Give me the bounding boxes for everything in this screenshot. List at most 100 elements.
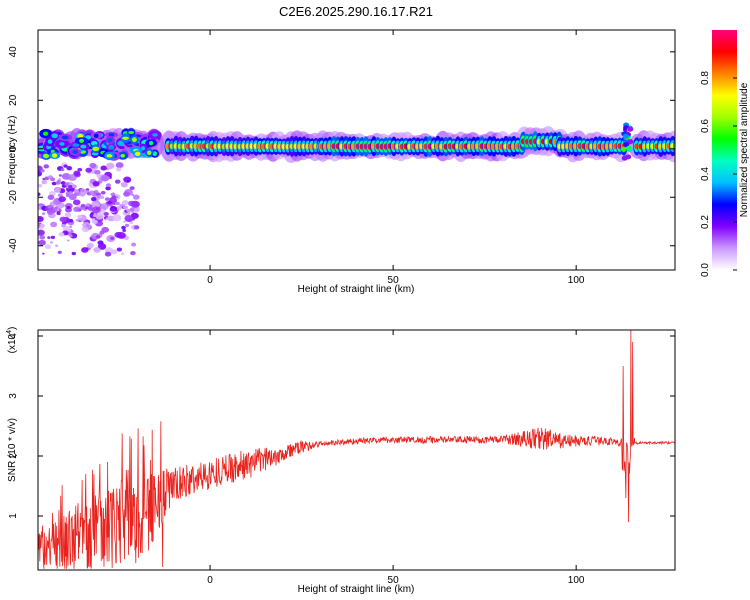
spectrogram-cell [103,211,109,217]
colorbar-tick-label: 0.2 [700,215,711,229]
spectrogram-cell [79,138,85,143]
spectrogram-cell [51,181,57,186]
spectrogram-cell [96,173,102,178]
spectrogram-cell [68,193,77,201]
spectrogram-cell [50,235,55,240]
spectrogram-cell [84,206,89,210]
spectrogram-cell [122,229,127,232]
spectrogram-cell [38,192,41,197]
spectrogram-cell [38,229,45,236]
spectrogram-panel: 0 50 100 -40 -20 0 20 40 Height of straight li… [7,29,676,295]
spectrogram-cell [116,247,123,252]
spectrogram-cell [85,135,92,140]
spectrogram-cell [52,207,58,212]
spectrogram-cell [38,184,43,188]
spectrogram-cell [89,162,97,169]
spectrogram-cell [114,179,121,184]
spectrogram-cell [55,181,61,185]
spectrogram-cell [110,249,118,255]
spectrogram-cell [64,207,73,213]
spectrogram-cell [68,191,74,195]
snr-y-multiplier: (x104) [6,327,18,354]
spectrogram-cell [111,195,117,199]
spectrogram-cell [50,177,56,182]
spectrogram-cell [77,205,81,208]
spectrogram-cell [47,204,53,209]
spectrogram-cell [38,215,44,223]
spectrogram-cell [105,186,111,191]
spectrogram-cell [49,241,54,244]
spectrogram-cell [81,247,89,253]
spectrogram-cell [105,183,112,188]
spectrogram-cell [67,174,77,182]
spectrogram-cell [38,224,41,228]
spectrogram-cell [61,135,69,140]
spectrogram-cell [73,206,80,212]
spectrogram-y-ticks: -40 -20 0 20 40 [8,46,675,253]
spectrogram-cell [107,138,113,143]
spectrogram-x-ticks: 0 50 100 [207,30,585,286]
spectrogram-cell [69,225,73,228]
spectrogram-cell [92,146,100,152]
spectrogram-cell [124,223,130,227]
spectrogram-cell [58,178,62,181]
spectrogram-cell [115,167,122,172]
spectrogram-cell [116,232,126,239]
spectrogram-cell [106,154,113,158]
spectrogram-cell [91,206,101,214]
spectrogram-cell [42,153,50,159]
spectrogram-cell [38,239,46,246]
spectrogram-cell [80,203,86,208]
y-tick-label: 3 [8,393,19,399]
spectrogram-cell [112,214,122,222]
spectrogram-cell [133,210,137,214]
spectrogram-cell [46,209,54,215]
spectrogram-cell [51,133,58,139]
spectrogram-x-label: Height of straight line (km) [298,284,415,295]
spectrogram-cell [39,235,46,240]
spectrogram-cell [131,242,137,247]
spectrogram-cell [90,196,97,202]
spectrogram-cell [105,217,110,220]
spectrogram-cell [47,236,51,239]
spectrogram-cell [64,212,72,218]
spectrogram-cell [121,225,126,230]
x-tick-label: 50 [388,575,400,586]
spectrogram-cell [147,150,152,156]
spectrogram-cell [89,190,95,195]
y-tick-label: -20 [8,190,19,205]
spectrogram-cell [65,194,70,197]
spectrogram-cell [93,247,101,253]
spectrogram-cell [99,230,105,235]
spectrogram-cell [60,168,65,172]
snr-panel: 0 50 100 1 2 3 4 Height of straight line (km)… [6,327,676,595]
colorbar-label: Normalized spectral amplitude [739,82,750,217]
spectrogram-cell [106,162,115,170]
spectrogram-cell [92,214,97,218]
spectrogram-cell [131,193,135,197]
y-tick-label: 1 [8,513,19,519]
snr-x-ticks: 0 50 100 [207,330,585,586]
spectrogram-cell [120,252,125,256]
spectrogram-cell [91,219,98,225]
spectrogram-cell [114,201,120,206]
spectrogram-cell [115,196,119,199]
spectrogram-cell [95,207,100,211]
spectrogram-cell [94,189,99,194]
spectrogram-cell [63,164,68,168]
spectrogram-cell [115,162,124,169]
spectrogram-cell [622,133,629,139]
colorbar-ticks: 0.0 0.2 0.4 0.6 0.8 [700,71,737,277]
spectrogram-cell [131,218,135,221]
spectrogram-cell [56,211,61,216]
spectrogram-cell [41,212,46,215]
spectrogram-cell [129,186,135,191]
spectrogram-cell [626,145,633,151]
y-tick-label: 20 [8,94,19,106]
spectrogram-cell [66,165,73,171]
spectrogram-cell [43,164,50,169]
spectrogram-cell [124,215,134,222]
spectrogram-cell [61,223,66,228]
spectrogram-cell [41,180,47,185]
